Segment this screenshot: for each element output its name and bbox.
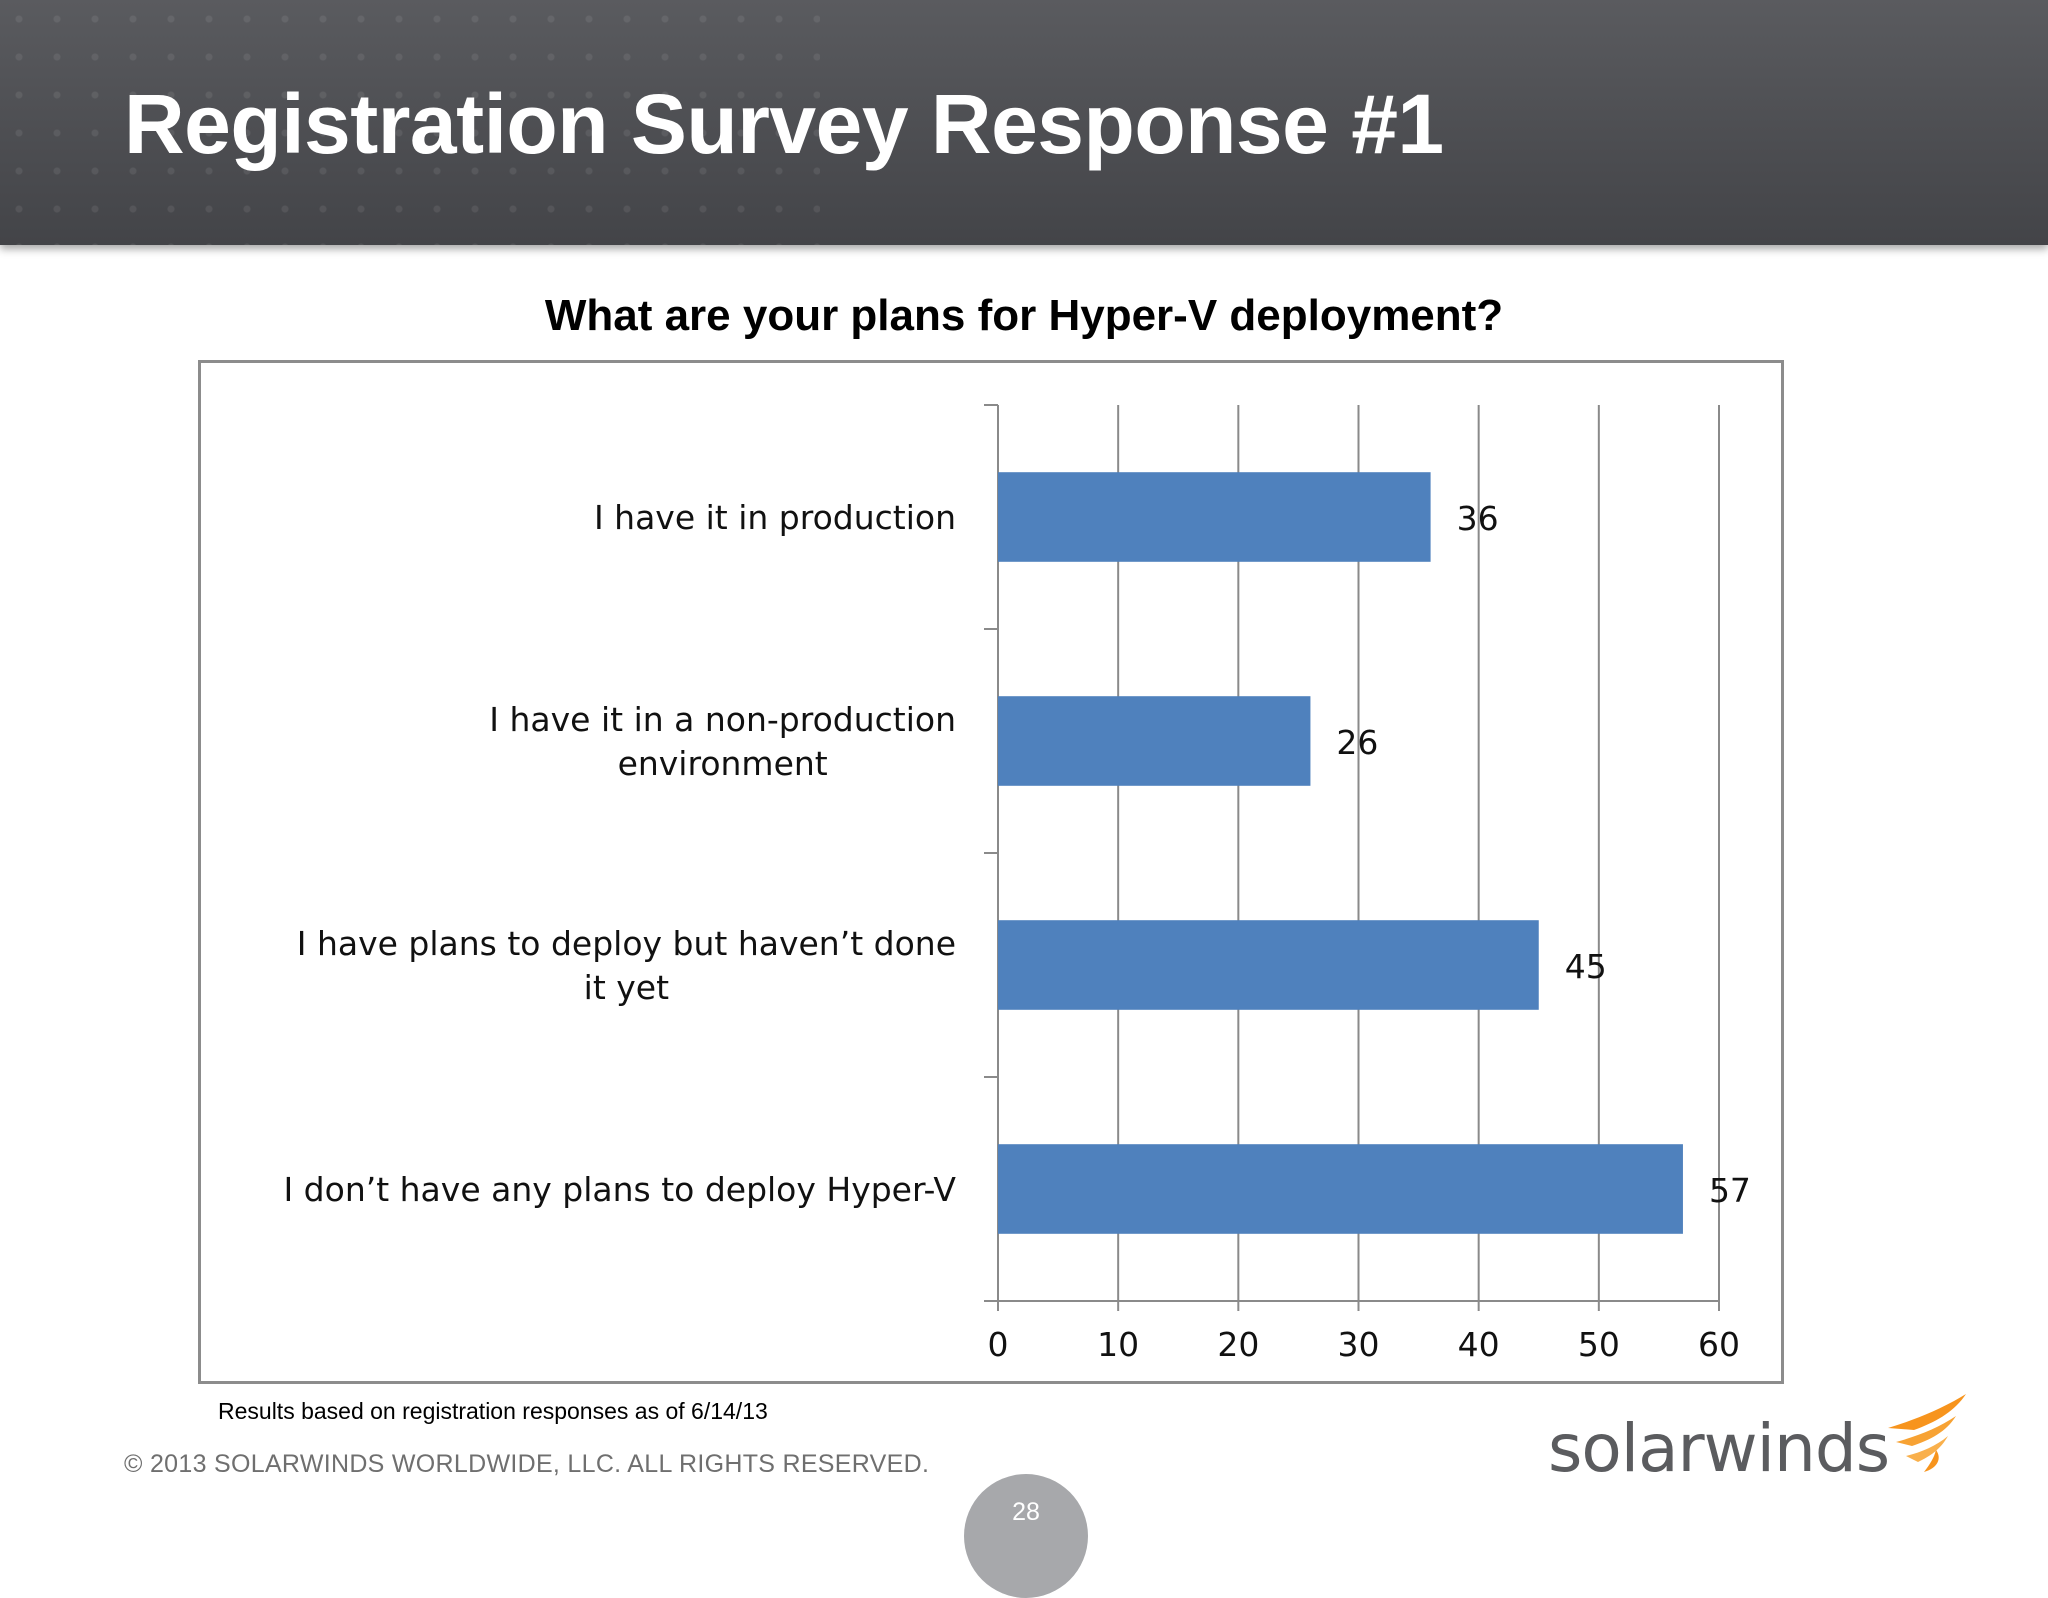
x-tick-label: 30 <box>1338 1325 1380 1364</box>
bar <box>998 472 1431 562</box>
category-label: I have it in a non-production environment <box>489 700 956 783</box>
category-label: I don’t have any plans to deploy Hyper-V <box>283 1170 956 1209</box>
bar <box>998 696 1311 786</box>
slide-title: Registration Survey Response #1 <box>124 77 1444 171</box>
category-label: I have plans to deploy but haven’t done i… <box>297 924 956 1007</box>
results-note: Results based on registration responses … <box>218 1398 768 1424</box>
page-number: 28 <box>964 1474 1088 1598</box>
x-tick-label: 10 <box>1097 1325 1139 1364</box>
data-label: 57 <box>1709 1171 1751 1210</box>
x-tick-label: 0 <box>988 1325 1009 1364</box>
chart-frame: 0 10 20 30 40 50 60 36 I have it in production 26… <box>198 360 1784 1384</box>
header-texture <box>0 0 820 245</box>
bar <box>998 920 1539 1010</box>
bar-chart: 0 10 20 30 40 50 60 36 I have it in production 26… <box>283 404 1751 1364</box>
x-tick-label: 40 <box>1458 1325 1500 1364</box>
slide-header: Registration Survey Response #1 <box>0 0 2048 245</box>
copyright-text: © 2013 SOLARWINDS WORLDWIDE, LLC. ALL RI… <box>124 1450 930 1478</box>
data-label: 26 <box>1336 723 1378 762</box>
category-label: I have it in production <box>594 498 956 537</box>
x-tick-label: 20 <box>1217 1325 1259 1364</box>
solarwinds-flare-icon <box>1888 1394 1966 1472</box>
data-label: 36 <box>1457 499 1499 538</box>
bar <box>998 1144 1683 1234</box>
chart-question: What are your plans for Hyper-V deployme… <box>544 291 1504 340</box>
data-label: 45 <box>1565 947 1607 986</box>
solarwinds-logo: solarwinds <box>1548 1392 1968 1492</box>
x-tick-label: 60 <box>1698 1325 1740 1364</box>
x-tick-label: 50 <box>1578 1325 1620 1364</box>
logo-wordmark: solarwinds <box>1548 1410 1890 1487</box>
